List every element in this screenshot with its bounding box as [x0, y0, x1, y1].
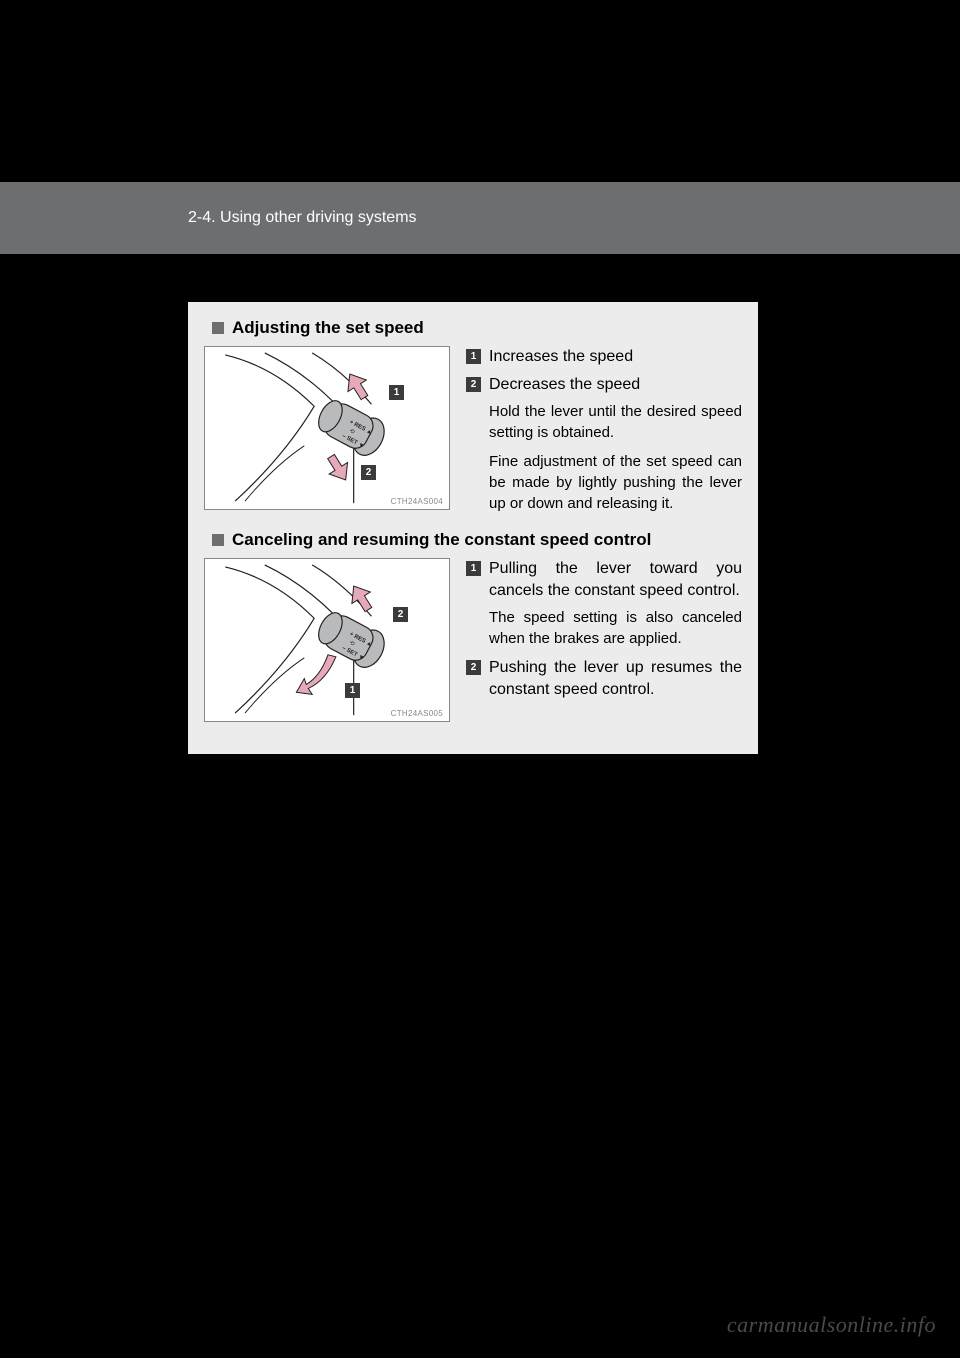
section2-row: + RES ▲ ⟲ – SET ▼ 2 1 CTH24AS005 1 P: [204, 558, 742, 722]
number-badge-1: 1: [466, 561, 481, 576]
section2-description: 1 Pulling the lever toward you cancels t…: [466, 558, 742, 722]
section2-item1: 1 Pulling the lever toward you cancels t…: [466, 558, 742, 601]
square-bullet-icon: [212, 534, 224, 546]
number-badge-2: 2: [466, 660, 481, 675]
section2-item1-text: Pulling the lever toward you cancels the…: [489, 558, 742, 601]
square-bullet-icon: [212, 322, 224, 334]
section1-note1: Hold the lever until the desired speed s…: [489, 401, 742, 443]
section1-item1-text: Increases the speed: [489, 346, 742, 368]
section-header-text: 2-4. Using other driving systems: [188, 209, 417, 227]
number-badge-2: 2: [466, 377, 481, 392]
section1-item2: 2 Decreases the speed: [466, 374, 742, 396]
figure1-caption: CTH24AS004: [391, 497, 443, 506]
section1-note2: Fine adjustment of the set speed can be …: [489, 451, 742, 514]
section-header: 2-4. Using other driving systems: [0, 182, 960, 254]
figure2-callout-1: 1: [345, 683, 360, 698]
section1-item1: 1 Increases the speed: [466, 346, 742, 368]
figure2-callout-2: 2: [393, 607, 408, 622]
figure-cancel-resume: + RES ▲ ⟲ – SET ▼ 2 1 CTH24AS005: [204, 558, 450, 722]
figure1-callout-2: 2: [361, 465, 376, 480]
figure-adjust-speed: + RES ▲ ⟲ – SET ▼ 1 2 CTH24AS004: [204, 346, 450, 510]
section1-item2-text: Decreases the speed: [489, 374, 742, 396]
section2-title: Canceling and resuming the constant spee…: [212, 530, 742, 550]
figure1-callout-1: 1: [389, 385, 404, 400]
section1-row: + RES ▲ ⟲ – SET ▼ 1 2 CTH24AS004 1 I: [204, 346, 742, 522]
figure2-caption: CTH24AS005: [391, 709, 443, 718]
watermark-text: carmanualsonline.info: [727, 1312, 936, 1338]
section1-title-text: Adjusting the set speed: [232, 318, 424, 338]
section1-title: Adjusting the set speed: [212, 318, 742, 338]
section1-description: 1 Increases the speed 2 Decreases the sp…: [466, 346, 742, 522]
content-panel: Adjusting the set speed + RES ▲ ⟲ – SET …: [188, 302, 758, 754]
section2-item2-text: Pushing the lever up resumes the constan…: [489, 657, 742, 700]
number-badge-1: 1: [466, 349, 481, 364]
section2-item2: 2 Pushing the lever up resumes the const…: [466, 657, 742, 700]
section2-title-text: Canceling and resuming the constant spee…: [232, 530, 651, 550]
section2-note1: The speed setting is also canceled when …: [489, 607, 742, 649]
